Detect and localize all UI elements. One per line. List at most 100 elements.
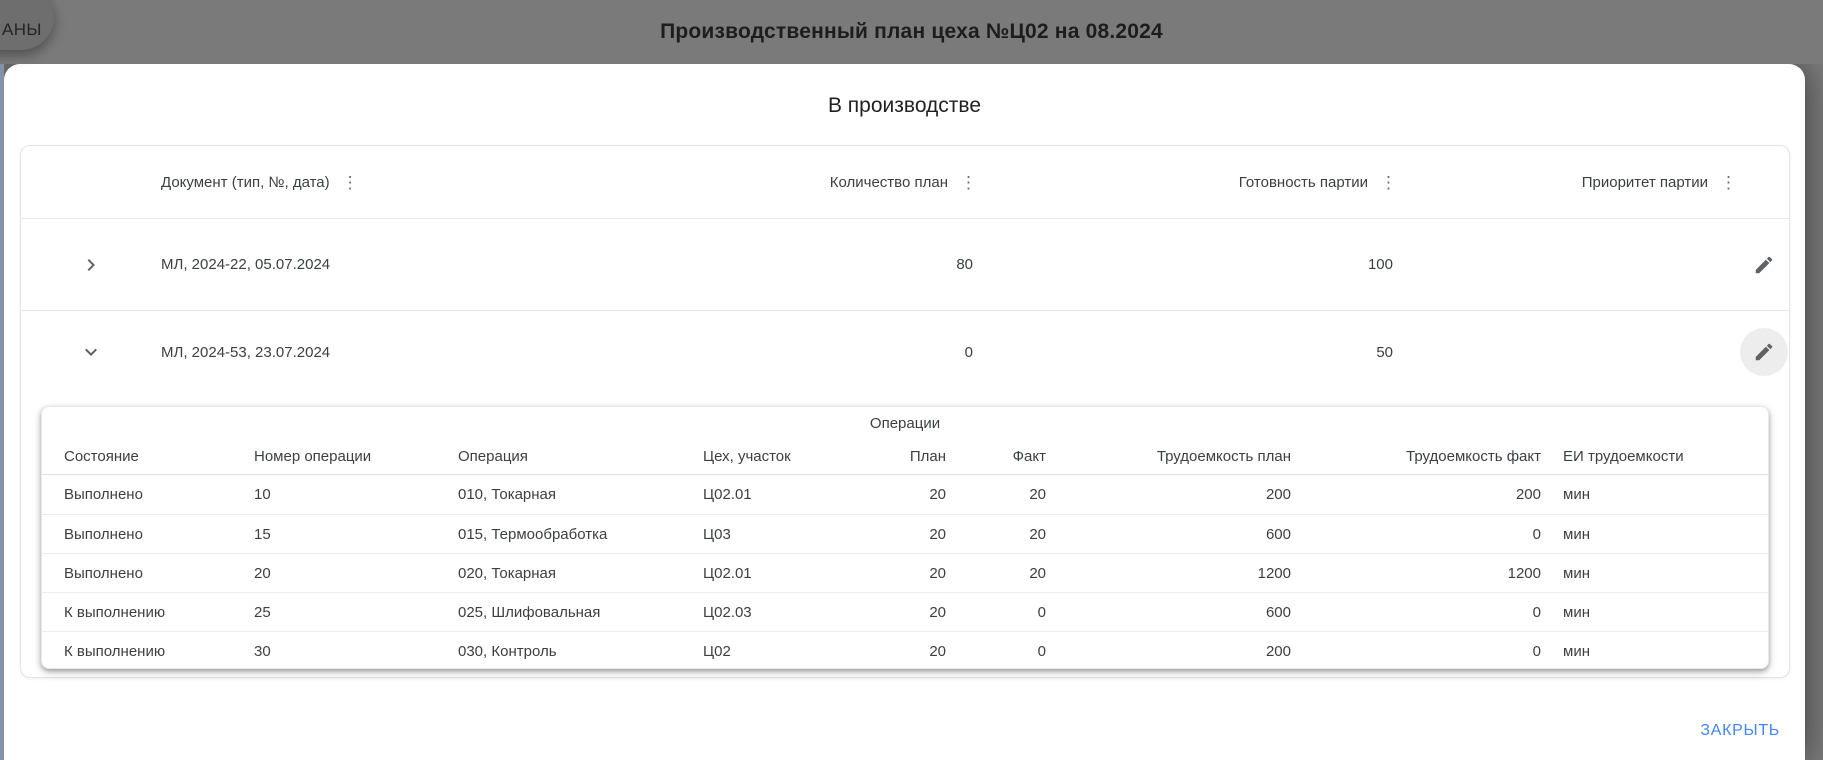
operation-cell: 025, Шлифовальная: [458, 603, 601, 621]
document-cell: МЛ, 2024-53, 23.07.2024: [161, 343, 331, 361]
column-header-batch-priority: Приоритет партии ⋮: [1399, 174, 1739, 191]
table-row: МЛ, 2024-22, 05.07.2024 80 100: [21, 219, 1789, 311]
operation-cell: 030, Контроль: [458, 642, 557, 660]
labor-unit-cell: мин: [1563, 525, 1590, 543]
ops-column-plan: План: [909, 448, 946, 465]
op-number-cell: 25: [254, 603, 271, 621]
expander-cell: [21, 334, 161, 370]
document-cell: МЛ, 2024-22, 05.07.2024: [161, 256, 331, 273]
ops-column-workshop: Цех, участок: [703, 448, 791, 465]
operation-cell: 010, Токарная: [458, 486, 557, 503]
labor-fact-cell: 200: [1515, 486, 1541, 503]
op-number-cell: 10: [254, 486, 271, 503]
column-menu-icon[interactable]: ⋮: [960, 172, 977, 192]
dialog-title: Производственный план цеха №Ц02 на 08.20…: [660, 20, 1163, 43]
plan-cell: 20: [929, 486, 946, 503]
column-header-batch-readiness: Готовность партии ⋮: [979, 174, 1399, 191]
plans-pill-label: АНЫ: [2, 20, 42, 39]
fact-cell: 20: [1029, 486, 1046, 503]
column-header-label: Количество план: [829, 173, 948, 191]
expand-row-button[interactable]: [73, 247, 109, 283]
column-header-quantity-plan: Количество план ⋮: [719, 174, 979, 191]
edit-cell: [1739, 248, 1789, 282]
batch-readiness-cell: 50: [1376, 343, 1393, 361]
fact-cell: 20: [1029, 564, 1046, 582]
page-edge-strip: [0, 64, 4, 760]
ops-column-state: Состояние: [64, 448, 139, 465]
labor-fact-cell: 0: [1532, 603, 1541, 621]
chevron-right-icon: [87, 258, 95, 271]
ops-column-fact: Факт: [1012, 448, 1046, 465]
production-plan-dialog: В производстве Документ (тип, №, дата) ⋮…: [4, 64, 1805, 760]
plan-table-card: Документ (тип, №, дата) ⋮ Количество пла…: [20, 145, 1790, 678]
state-cell: Выполнено: [64, 525, 143, 543]
close-button[interactable]: ЗАКРЫТЬ: [1692, 716, 1788, 746]
quantity-plan-cell: 0: [964, 343, 973, 361]
collapse-row-button[interactable]: [73, 334, 109, 370]
operations-header-row: Состояние Номер операции Операция Цех, у…: [42, 439, 1768, 475]
plan-cell: 20: [929, 564, 946, 582]
chevron-down-icon: [85, 348, 97, 356]
workshop-cell: Ц03: [703, 525, 731, 543]
operation-cell: 015, Термообработка: [458, 525, 608, 543]
pencil-icon: [1755, 343, 1773, 361]
labor-fact-cell: 1200: [1507, 564, 1541, 582]
labor-unit-cell: мин: [1563, 564, 1590, 582]
state-cell: Выполнено: [64, 564, 143, 582]
workshop-cell: Ц02.01: [703, 486, 752, 503]
labor-plan-cell: 600: [1265, 525, 1291, 543]
column-header-document: Документ (тип, №, дата) ⋮: [161, 174, 719, 191]
state-cell: К выполнению: [64, 603, 166, 621]
column-menu-icon[interactable]: ⋮: [1380, 172, 1397, 192]
plan-cell: 20: [929, 642, 946, 660]
labor-unit-cell: мин: [1563, 486, 1590, 503]
plans-pill-button[interactable]: АНЫ: [0, 0, 54, 50]
labor-plan-cell: 1200: [1257, 564, 1291, 582]
operation-row: К выполнению 25 025, Шлифовальная Ц02.03…: [42, 592, 1768, 631]
plan-cell: 20: [929, 525, 946, 543]
pencil-icon: [1755, 256, 1773, 273]
labor-plan-cell: 600: [1265, 603, 1291, 621]
operation-row: Выполнено 20 020, Токарная Ц02.01 20 20 …: [42, 553, 1768, 592]
ops-column-labor-plan: Трудоемкость план: [1156, 448, 1291, 465]
table-row: МЛ, 2024-53, 23.07.2024 0 50: [21, 311, 1789, 393]
fact-cell: 0: [1037, 642, 1046, 660]
quantity-plan-cell: 80: [956, 256, 973, 273]
column-menu-icon[interactable]: ⋮: [341, 172, 359, 192]
operation-row: Выполнено 15 015, Термообработка Ц03 20 …: [42, 514, 1768, 553]
state-cell: Выполнено: [64, 486, 143, 503]
labor-fact-cell: 0: [1532, 525, 1541, 543]
column-menu-icon[interactable]: ⋮: [1720, 172, 1737, 192]
op-number-cell: 20: [254, 564, 271, 582]
plan-table-header-row: Документ (тип, №, дата) ⋮ Количество пла…: [21, 146, 1789, 219]
labor-fact-cell: 0: [1532, 642, 1541, 660]
column-header-label: Документ (тип, №, дата): [161, 173, 330, 191]
op-number-cell: 30: [254, 642, 271, 660]
labor-unit-cell: мин: [1563, 642, 1590, 660]
operation-row: К выполнению 30 030, Контроль Ц02 20 0 2…: [42, 631, 1768, 668]
batch-readiness-cell: 100: [1367, 256, 1393, 273]
workshop-cell: Ц02.01: [703, 564, 752, 582]
op-number-cell: 15: [254, 525, 271, 543]
column-header-label: Готовность партии: [1238, 173, 1368, 191]
operation-cell: 020, Токарная: [458, 564, 557, 582]
fact-cell: 0: [1037, 603, 1046, 621]
operation-row: Выполнено 10 010, Токарная Ц02.01 20 20 …: [42, 475, 1768, 514]
workshop-cell: Ц02.03: [703, 603, 752, 621]
expander-cell: [21, 247, 161, 283]
ops-column-labor-unit: ЕИ трудоемкости: [1563, 448, 1684, 465]
operations-title: Операции: [869, 414, 941, 432]
section-title: В производстве: [827, 94, 982, 117]
column-header-label: Приоритет партии: [1581, 173, 1708, 191]
labor-plan-cell: 200: [1265, 486, 1291, 503]
labor-unit-cell: мин: [1563, 603, 1590, 621]
state-cell: К выполнению: [64, 642, 166, 660]
operations-card: Операции Состояние Номер операции Операц…: [41, 406, 1769, 669]
edit-row-button[interactable]: [1747, 248, 1781, 282]
edit-row-button[interactable]: [1740, 328, 1788, 376]
ops-column-number: Номер операции: [254, 448, 372, 465]
ops-column-operation: Операция: [458, 448, 528, 465]
ops-column-labor-fact: Трудоемкость факт: [1406, 448, 1541, 465]
workshop-cell: Ц02: [703, 642, 731, 660]
fact-cell: 20: [1029, 525, 1046, 543]
